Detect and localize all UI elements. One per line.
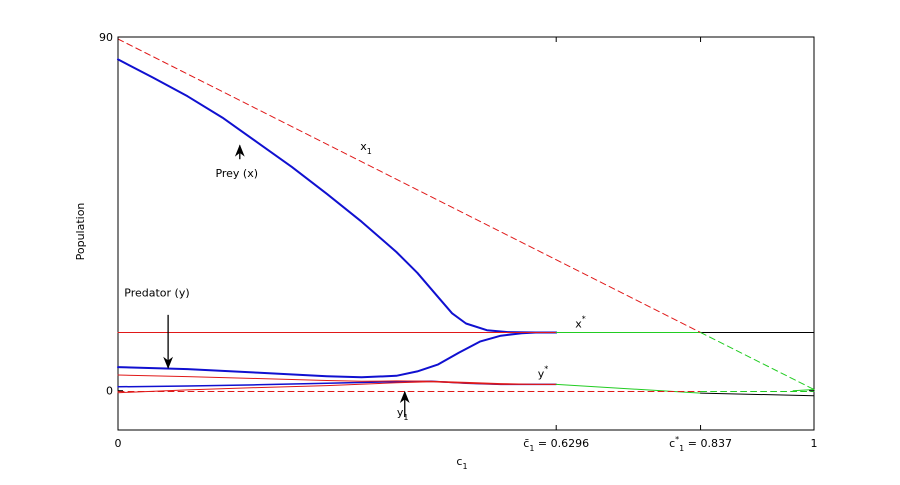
series-predator-upper [117, 331, 558, 379]
series-prey [117, 58, 558, 334]
series-layer [117, 38, 815, 397]
label-predator: Predator (y) [124, 286, 189, 299]
tick-layer: 0 90 0 c̄1 = 0.6296 c*1 = 0.837 1 [99, 31, 818, 453]
series-y-star-green [555, 383, 702, 394]
plot-area [117, 36, 815, 431]
label-y1: y1 [397, 406, 409, 422]
label-x1: x1 [360, 140, 372, 156]
x-tick-label: c*1 = 0.837 [669, 435, 732, 453]
annotation-layer: x1 Prey (x) Predator (y) x* y* y1 [124, 140, 586, 422]
y-axis-label: Population [74, 203, 87, 261]
x-axis-label: c1 [456, 455, 467, 471]
x-tick-label: 0 [115, 437, 122, 450]
label-ystar: y* [538, 365, 549, 381]
x-tick-label: 1 [811, 437, 818, 450]
x-tick-label: c̄1 = 0.6296 [523, 437, 589, 453]
plot-frame [117, 36, 815, 431]
series-y-star-black [700, 392, 815, 397]
series-x1-green [700, 332, 815, 390]
arrow-prey-head [234, 144, 245, 157]
arrow-y1-head [399, 390, 410, 404]
series-x1-red [117, 38, 702, 333]
label-xstar: x* [575, 314, 586, 330]
series-red-upper [117, 374, 557, 385]
label-prey: Prey (x) [215, 167, 258, 180]
y-tick-label: 0 [106, 385, 113, 398]
y-tick-label: 90 [99, 31, 113, 44]
series-zero-tail [792, 389, 815, 392]
arrow-predator-head [163, 356, 174, 369]
arrow-layer [163, 144, 410, 418]
